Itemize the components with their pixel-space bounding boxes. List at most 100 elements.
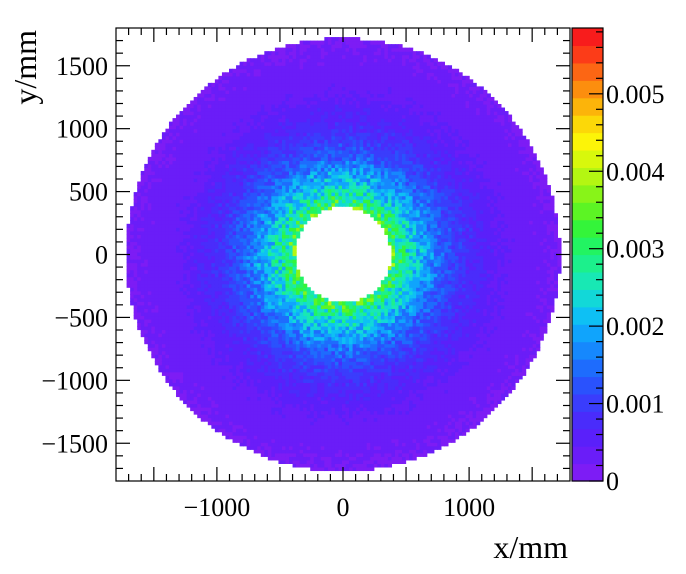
heatmap-cell [292,371,297,376]
heatmap-cell [289,170,294,176]
heatmap-cell [271,167,276,172]
heatmap-cell [317,382,322,387]
heatmap-cell [176,375,181,380]
heatmap-cell [299,100,304,105]
heatmap-cell [299,459,304,464]
heatmap-cell [204,340,209,345]
heatmap-cell [306,209,311,214]
heatmap-cell [214,181,219,186]
heatmap-cell [289,389,294,394]
heatmap-cell [221,163,227,169]
heatmap-cell [179,230,184,235]
heatmap-cell [151,199,156,204]
heatmap-cell [257,273,262,278]
heatmap-cell [278,392,283,398]
heatmap-cell [161,156,167,161]
heatmap-cell [281,280,287,285]
heatmap-cell [299,417,304,422]
heatmap-cell [278,68,283,73]
heatmap-cell [211,350,216,355]
heatmap-cell [161,269,167,274]
heatmap-cell [271,227,276,232]
heatmap-cell [281,311,287,317]
heatmap-cell [264,438,269,443]
heatmap-cell [250,227,255,232]
heatmap-cell [271,111,276,116]
heatmap-cell [246,283,251,288]
heatmap-cell [250,118,255,123]
heatmap-cell [274,163,280,169]
heatmap-cell [306,160,311,165]
heatmap-cell [278,241,283,246]
heatmap-cell [137,318,142,324]
heatmap-cell [200,325,205,331]
heatmap-cell [236,185,241,190]
heatmap-cell [264,121,269,126]
heatmap-cell [133,230,138,235]
heatmap-cell [303,195,308,200]
heatmap-cell [239,407,244,412]
heatmap-cell [207,96,212,102]
heatmap-cell [158,170,163,176]
heatmap-cell [306,301,311,306]
heatmap-cell [310,385,315,390]
heatmap-cell [239,311,244,317]
heatmap-cell [250,273,255,278]
heatmap-cell [285,435,290,440]
heatmap-cell [232,96,237,102]
heatmap-cell [172,269,177,274]
heatmap-cell [232,421,237,426]
heatmap-cell [176,368,181,373]
heatmap-cell [158,146,163,151]
heatmap-cell [229,192,234,197]
heatmap-cell [246,213,251,218]
heatmap-cell [168,311,174,317]
heatmap-cell [299,414,304,419]
heatmap-cell [253,259,258,264]
heatmap-cell [250,428,255,433]
heatmap-cell [317,428,322,433]
heatmap-cell [267,340,272,345]
heatmap-cell [165,142,170,147]
heatmap-cell [310,177,315,183]
heatmap-cell [296,156,301,161]
heatmap-cell [218,280,223,285]
heatmap-cell [264,407,269,412]
heatmap-cell [264,445,269,450]
heatmap-cell [179,315,184,320]
heatmap-cell [285,121,290,126]
heatmap-cell [147,297,152,302]
heatmap-cell [296,86,301,91]
heatmap-cell [303,51,308,56]
heatmap-cell [243,438,248,443]
heatmap-cell [172,343,177,348]
heatmap-cell [278,318,283,324]
heatmap-cell [147,170,152,176]
heatmap-cell [225,382,230,387]
heatmap-cell [289,51,294,56]
heatmap-cell [183,146,188,151]
heatmap-cell [232,216,237,221]
heatmap-cell [179,255,184,260]
heatmap-cell [207,188,212,193]
heatmap-cell [214,107,219,112]
heatmap-cell [193,125,198,130]
heatmap-cell [183,269,188,274]
heatmap-cell [204,290,209,295]
heatmap-cell [168,163,174,169]
heatmap-cell [267,244,272,250]
heatmap-cell [289,255,294,260]
heatmap-cell [229,273,234,278]
heatmap-cell [278,259,283,264]
heatmap-cell [289,452,294,457]
heatmap-cell [289,449,294,454]
heatmap-cell [200,315,205,320]
heatmap-cell [154,354,159,359]
heatmap-cell [158,308,163,313]
heatmap-cell [218,325,223,331]
heatmap-cell [267,142,272,147]
heatmap-cell [161,347,167,352]
heatmap-cell [221,177,227,183]
heatmap-cell [218,273,223,278]
heatmap-cell [239,170,244,176]
